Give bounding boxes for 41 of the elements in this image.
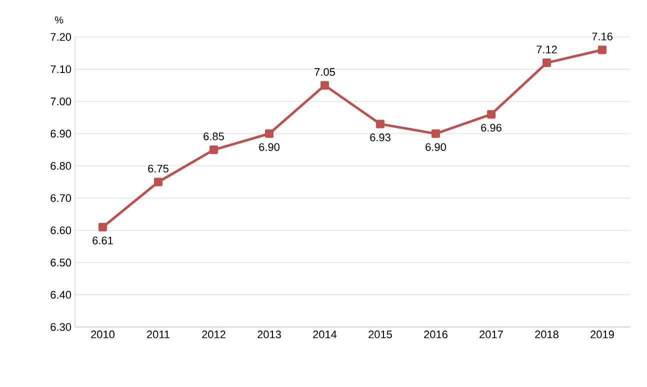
data-label: 7.05 — [314, 68, 335, 76]
point — [210, 146, 218, 154]
data-label: 6.90 — [426, 143, 446, 151]
point — [154, 178, 162, 186]
point — [376, 120, 384, 128]
y-axis-title: % — [54, 16, 64, 24]
point — [320, 81, 329, 90]
point — [487, 110, 496, 119]
x-tick-label: 2011 — [147, 330, 170, 338]
y-tick-label: 7.20 — [50, 33, 72, 41]
point — [265, 129, 274, 138]
data-label: 6.61 — [92, 236, 113, 244]
x-tick-label: 2018 — [535, 330, 558, 338]
y-tick-label: 6.40 — [50, 290, 72, 299]
point — [598, 46, 606, 54]
x-tick-label: 2014 — [313, 330, 337, 338]
point — [542, 58, 551, 68]
data-label: 6.85 — [204, 132, 224, 140]
y-tick-label: 6.50 — [50, 258, 72, 266]
y-tick-label: 6.60 — [50, 226, 72, 234]
data-label: 6.96 — [481, 124, 502, 132]
data-label: 6.93 — [370, 134, 390, 142]
y-tick-label: 6.80 — [50, 162, 72, 170]
y-tick-label: 6.70 — [50, 194, 72, 202]
data-label: 6.75 — [148, 164, 168, 172]
x-tick-label: 2010 — [91, 330, 114, 338]
data-label: 7.12 — [536, 46, 557, 54]
point — [98, 222, 107, 232]
point — [432, 129, 440, 138]
x-tick-label: 2017 — [480, 330, 503, 338]
x-tick-label: 2012 — [202, 330, 226, 338]
data-label: 6.90 — [259, 143, 280, 151]
x-tick-label: 2015 — [368, 330, 392, 338]
y-tick-label: 7.00 — [50, 98, 72, 106]
y-tick-label: 7.10 — [50, 65, 72, 74]
y-tick-label: 6.30 — [50, 323, 72, 331]
x-tick-label: 2019 — [590, 330, 614, 338]
x-tick-label: 2013 — [258, 330, 281, 338]
x-tick-label: 2016 — [424, 330, 448, 338]
y-tick-label: 6.90 — [50, 130, 72, 138]
data-label: 7.16 — [592, 32, 612, 40]
